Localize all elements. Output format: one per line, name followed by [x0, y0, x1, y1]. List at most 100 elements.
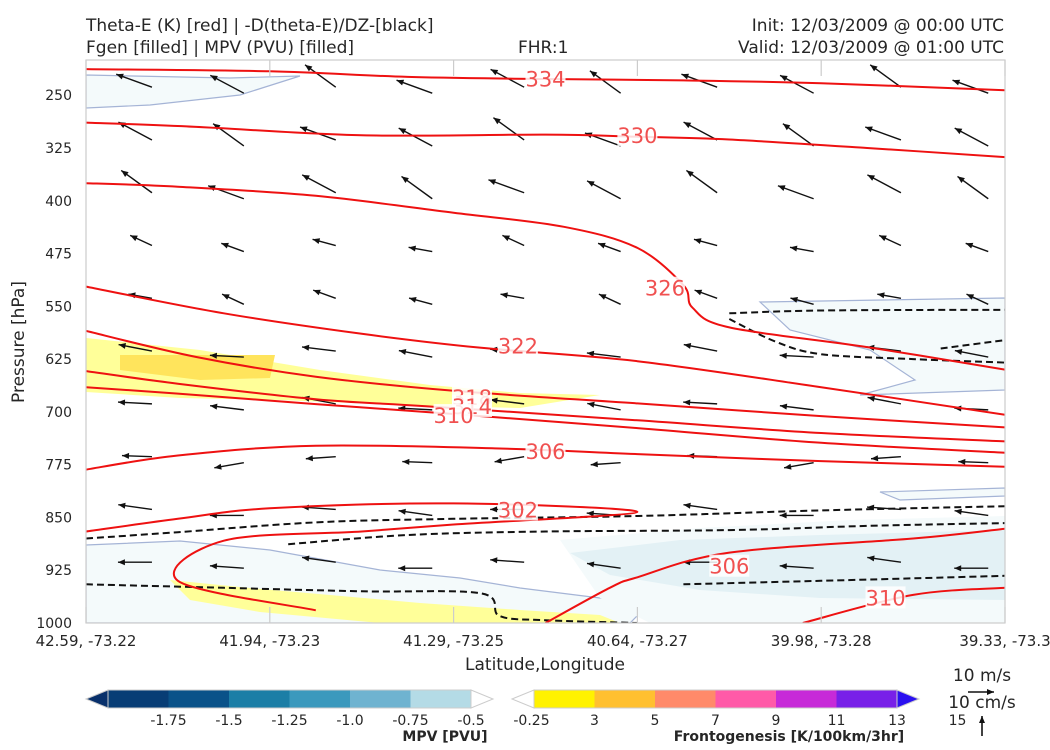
- colorbar-tick-label: -1.5: [215, 713, 242, 729]
- wind-vector-head: [488, 179, 496, 185]
- dthetae-dz-contour: [940, 339, 1005, 350]
- wind-vector-head: [966, 294, 975, 300]
- wind-vector-head: [779, 512, 787, 519]
- contour-label-bg: [433, 404, 474, 427]
- colorbar-swatch: [534, 690, 595, 708]
- wind-vector-head: [590, 461, 598, 468]
- colorbar-swatch: [168, 690, 230, 708]
- fgen-fill-yellow-bottom: [170, 580, 620, 623]
- y-tick-label: 550: [45, 299, 72, 315]
- x-tick-label: 39.98, -73.28: [771, 632, 872, 650]
- wind-vector-head: [493, 117, 501, 125]
- colorbar-swatch: [229, 690, 290, 708]
- wind-vector-head: [222, 294, 230, 300]
- colorbar-tick-label: -0.75: [392, 713, 428, 729]
- contour-label-bg: [709, 554, 750, 577]
- wind-vector-head: [313, 289, 321, 296]
- y-tick-label: 475: [45, 247, 72, 263]
- wind-vector-head: [683, 343, 692, 349]
- wind-vector-head: [779, 352, 787, 359]
- colorbar-swatch: [715, 690, 777, 708]
- x-tick-label: 41.94, -73.23: [219, 632, 320, 650]
- wind-vector-head: [871, 455, 879, 462]
- wind-vector-head: [494, 457, 502, 464]
- init-time: Init: 12/03/2009 @ 00:00 UTC: [752, 16, 1004, 36]
- wind-vector-head: [221, 242, 229, 249]
- theta-e-contour-label: 306: [525, 440, 565, 464]
- wind-vector-head: [957, 176, 965, 183]
- title-left-line2: Fgen [filled] | MPV (PVU) [filled]: [86, 38, 354, 58]
- wind-vector-head: [790, 245, 798, 252]
- y-tick-label: 250: [45, 88, 72, 104]
- dthetae-dz-contour: [683, 574, 1005, 586]
- x-tick-label: 39.33, -73.3: [959, 632, 1050, 650]
- colorbar-extend-low: [84, 689, 109, 709]
- colorbar-extend-high: [470, 689, 495, 709]
- valid-time: Valid: 12/03/2009 @ 01:00 UTC: [738, 38, 1004, 58]
- wind-vector-head: [780, 75, 788, 82]
- colorbar-tick-label: 3: [590, 713, 599, 729]
- wind-vector-head: [777, 185, 786, 191]
- dthetae-dz-contour: [86, 583, 638, 623]
- contour-label-bg: [525, 67, 566, 90]
- theta-e-contour-label: 310: [434, 404, 474, 428]
- colorbar-tick-label: -0.25: [513, 713, 549, 729]
- wind-vector-head: [409, 297, 417, 303]
- y-tick-label: 775: [45, 458, 72, 474]
- wind-vector-head: [877, 292, 885, 299]
- wind-vector-head: [302, 174, 310, 181]
- wind-vector-head: [782, 123, 791, 131]
- fgen-fill-yellow-core: [120, 355, 275, 380]
- wind-vector-head: [118, 502, 126, 509]
- wind-vector-head: [958, 458, 966, 465]
- wind-vector-head: [587, 180, 595, 187]
- y-tick-label: 925: [45, 563, 72, 579]
- wind-vector-head: [209, 352, 217, 359]
- wind-vector-head: [121, 170, 129, 177]
- wind-vector-head: [402, 458, 410, 465]
- colorbar-tick-label: 5: [651, 713, 660, 729]
- wind-vector-head: [118, 399, 126, 406]
- y-tick-label: 850: [45, 510, 72, 526]
- theta-e-contour-label: 322: [498, 334, 538, 358]
- wind-vector-head: [870, 64, 878, 72]
- wind-vector-head: [865, 126, 873, 133]
- mpv-colorbar-label: MPV [PVU]: [402, 729, 487, 745]
- theta-e-contour: [86, 121, 1005, 159]
- wind-vector-head: [867, 174, 875, 181]
- vertical-reference-label: 10 cm/s: [948, 693, 1016, 713]
- wind-vector-head: [396, 79, 405, 86]
- colorbar-tick-label: 13: [888, 713, 906, 729]
- wind-vector-head: [305, 64, 313, 72]
- mpv-fill-bottom-right-inner: [570, 530, 1005, 600]
- contour-label-bg: [617, 124, 658, 147]
- colorbar-tick-label: 15: [949, 713, 967, 729]
- mpv-colorbar: -1.75 -1.5 -1.25 -1.0 -0.75 -0.5 -0.25: [84, 689, 550, 729]
- wind-vector-head: [694, 238, 702, 244]
- colorbar-extend-high: [896, 689, 921, 709]
- colorbar-swatch: [350, 690, 411, 708]
- contour-label-bg: [497, 334, 538, 357]
- mpv-fill-bottom-right-edge: [879, 487, 1005, 501]
- wind-vector-head: [398, 349, 407, 355]
- wind-vector-head: [954, 128, 963, 135]
- colorbar-swatch: [836, 690, 898, 708]
- colorbar-tick-label: 9: [772, 713, 781, 729]
- wind-vector-head: [398, 508, 406, 515]
- wind-vector-head: [209, 563, 218, 570]
- x-tick-label: 40.64, -73.27: [587, 632, 688, 650]
- wind-reference-label: 10 m/s: [953, 666, 1011, 686]
- wind-vector-head: [490, 397, 498, 404]
- y-tick-label: 400: [45, 194, 72, 210]
- theta-e-contour-labels: 334330326322318314310306302306310: [433, 67, 906, 610]
- wind-vector-head: [784, 463, 792, 470]
- wind-vector-head: [214, 463, 222, 470]
- x-tick-label: 41.29, -73.25: [403, 632, 504, 650]
- wind-vector-head: [213, 123, 221, 131]
- wind-vector-head: [490, 506, 498, 513]
- contour-label-bg: [865, 586, 906, 609]
- dthetae-dz-contour: [729, 308, 1005, 315]
- wind-vector-head: [694, 289, 703, 296]
- wind-vector-head: [408, 245, 416, 252]
